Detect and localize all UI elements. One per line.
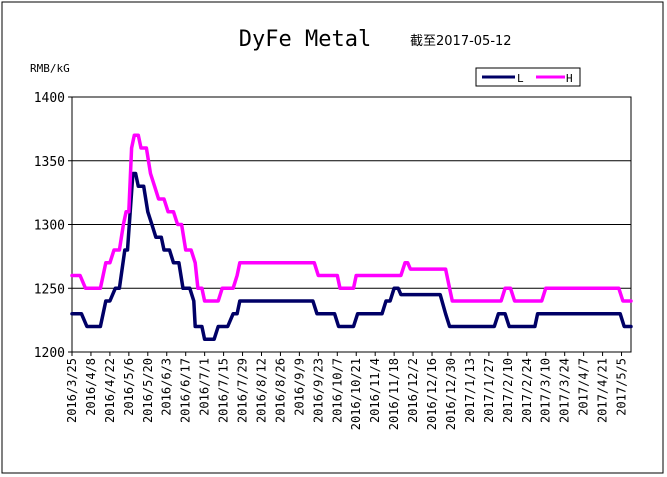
x-tick-label: 2017/5/5 xyxy=(615,358,629,416)
y-axis-ticks: 1200 1250 1300 1350 1400 xyxy=(34,91,72,361)
y-tick-label: 1200 xyxy=(34,346,65,361)
x-tick-label: 2016/3/25 xyxy=(65,358,79,423)
x-tick-label: 2016/5/20 xyxy=(141,358,155,423)
y-tick-label: 1400 xyxy=(34,91,65,106)
legend-box xyxy=(475,67,581,87)
x-tick-label: 2016/4/8 xyxy=(84,358,98,416)
x-tick-label: 2016/7/29 xyxy=(236,358,250,423)
x-tick-label: 2016/9/23 xyxy=(311,358,325,423)
series-line-h xyxy=(70,133,633,303)
x-tick-label: 2016/6/17 xyxy=(179,358,193,423)
y-axis-unit-label: RMB/kG xyxy=(30,62,70,75)
x-axis-ticks: 2016/3/25 2016/4/8 2016/4/22 2016/5/6 2016/5… xyxy=(65,352,629,430)
x-tick-label: 2016/8/26 xyxy=(273,358,287,423)
x-tick-label: 2016/7/1 xyxy=(198,358,212,416)
legend-label-l: L xyxy=(517,72,524,85)
legend-label-h: H xyxy=(566,72,573,85)
x-tick-label: 2016/7/15 xyxy=(217,358,231,423)
x-tick-label: 2016/12/16 xyxy=(425,358,439,430)
x-tick-label: 2017/2/24 xyxy=(520,358,534,423)
x-tick-label: 2016/11/4 xyxy=(368,358,382,423)
y-tick-label: 1350 xyxy=(34,155,65,170)
x-tick-label: 2016/8/12 xyxy=(254,358,268,423)
x-tick-label: 2016/9/9 xyxy=(292,358,306,416)
chart-title: DyFe Metal xyxy=(239,27,371,52)
x-tick-label: 2016/10/21 xyxy=(349,358,363,430)
legend: L H xyxy=(475,67,581,87)
x-tick-label: 2017/1/27 xyxy=(482,358,496,423)
x-tick-label: 2017/3/10 xyxy=(539,358,553,423)
y-tick-label: 1300 xyxy=(34,219,65,234)
x-tick-label: 2016/12/2 xyxy=(406,358,420,423)
x-tick-label: 2016/11/18 xyxy=(387,358,401,430)
x-tick-label: 2016/4/22 xyxy=(103,358,117,423)
x-tick-label: 2016/6/3 xyxy=(160,358,174,416)
x-tick-label: 2017/2/10 xyxy=(501,358,515,423)
x-tick-label: 2017/1/13 xyxy=(463,358,477,423)
x-tick-label: 2017/4/21 xyxy=(596,358,610,423)
x-tick-label: 2017/3/24 xyxy=(558,358,572,423)
x-tick-label: 2016/12/30 xyxy=(444,358,458,430)
y-tick-label: 1250 xyxy=(34,282,65,297)
x-tick-label: 2016/10/7 xyxy=(330,358,344,423)
x-tick-label: 2017/4/7 xyxy=(577,358,591,416)
x-tick-label: 2016/5/6 xyxy=(122,358,136,416)
series-lines xyxy=(70,133,633,342)
chart-subtitle: 截至2017-05-12 xyxy=(410,34,512,49)
